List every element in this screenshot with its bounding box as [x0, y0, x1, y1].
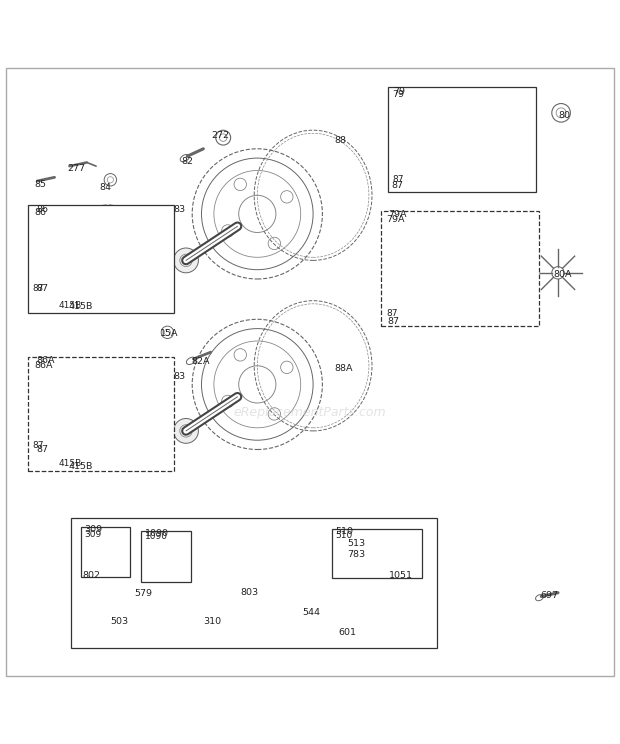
Text: 802: 802: [82, 571, 100, 580]
Bar: [111, 415, 133, 429]
Bar: [81, 527, 130, 577]
Text: 579: 579: [134, 589, 152, 598]
Text: 86: 86: [34, 208, 46, 217]
Circle shape: [144, 554, 154, 564]
Text: 79: 79: [394, 86, 405, 96]
Circle shape: [384, 635, 392, 643]
Bar: [28, 205, 174, 313]
Text: 85: 85: [34, 179, 46, 189]
Text: 309: 309: [84, 530, 102, 539]
Text: 84: 84: [99, 183, 111, 193]
Text: 86A: 86A: [36, 356, 55, 365]
Circle shape: [181, 554, 191, 564]
Text: 82A: 82A: [191, 357, 210, 366]
Text: eReplacementParts.com: eReplacementParts.com: [234, 405, 386, 419]
Circle shape: [162, 573, 172, 583]
Text: 783: 783: [347, 551, 365, 559]
Text: 415B: 415B: [68, 462, 92, 471]
Text: 277: 277: [67, 164, 85, 173]
Text: 82: 82: [181, 157, 193, 166]
Text: 510: 510: [335, 527, 353, 536]
Text: 503: 503: [110, 618, 128, 626]
Text: 83: 83: [174, 373, 186, 382]
Bar: [28, 356, 174, 471]
Text: 80: 80: [558, 112, 570, 121]
Text: 697: 697: [541, 591, 559, 600]
Text: 83: 83: [174, 205, 186, 214]
Text: 87: 87: [386, 309, 398, 318]
Circle shape: [162, 536, 172, 545]
Text: 87: 87: [388, 317, 399, 326]
Text: 272: 272: [211, 131, 229, 140]
Bar: [332, 530, 422, 578]
Text: 79A: 79A: [388, 210, 407, 219]
Text: 86: 86: [36, 205, 48, 214]
Circle shape: [174, 248, 198, 273]
Text: 415B: 415B: [68, 302, 92, 311]
Text: 513: 513: [347, 539, 365, 548]
Circle shape: [117, 551, 122, 557]
Text: 510: 510: [335, 531, 353, 540]
Text: 87: 87: [33, 283, 45, 293]
Text: 87: 87: [36, 283, 48, 293]
Text: 87: 87: [392, 176, 404, 185]
Bar: [381, 211, 539, 326]
Text: 15A: 15A: [160, 329, 179, 338]
Text: 87: 87: [36, 445, 48, 454]
Bar: [113, 620, 141, 633]
Text: 87: 87: [392, 182, 404, 190]
Text: 1090: 1090: [145, 529, 169, 538]
Bar: [388, 87, 536, 192]
Circle shape: [408, 594, 415, 602]
Text: 544: 544: [303, 608, 321, 617]
Text: 1051: 1051: [389, 571, 414, 580]
Text: 79A: 79A: [386, 215, 405, 224]
Text: 415B: 415B: [59, 301, 82, 310]
Bar: [71, 518, 437, 648]
Text: 309: 309: [84, 525, 102, 534]
Circle shape: [111, 541, 116, 545]
Text: 88: 88: [335, 136, 347, 145]
Ellipse shape: [384, 603, 416, 635]
Circle shape: [92, 551, 97, 557]
Text: 1090: 1090: [145, 533, 168, 542]
Circle shape: [417, 626, 424, 634]
Text: 310: 310: [203, 618, 221, 626]
Text: 80A: 80A: [553, 269, 572, 278]
Circle shape: [376, 603, 383, 611]
Circle shape: [174, 418, 198, 443]
Text: 803: 803: [241, 588, 259, 597]
Text: 415B: 415B: [59, 459, 82, 468]
Bar: [141, 530, 191, 582]
Circle shape: [111, 562, 116, 567]
Text: 79: 79: [392, 90, 404, 99]
Text: 86A: 86A: [34, 362, 53, 371]
Text: 87: 87: [33, 440, 45, 449]
Circle shape: [99, 562, 104, 567]
Circle shape: [99, 541, 104, 545]
Text: 601: 601: [338, 628, 356, 637]
Ellipse shape: [233, 585, 269, 620]
Text: 88A: 88A: [335, 365, 353, 373]
